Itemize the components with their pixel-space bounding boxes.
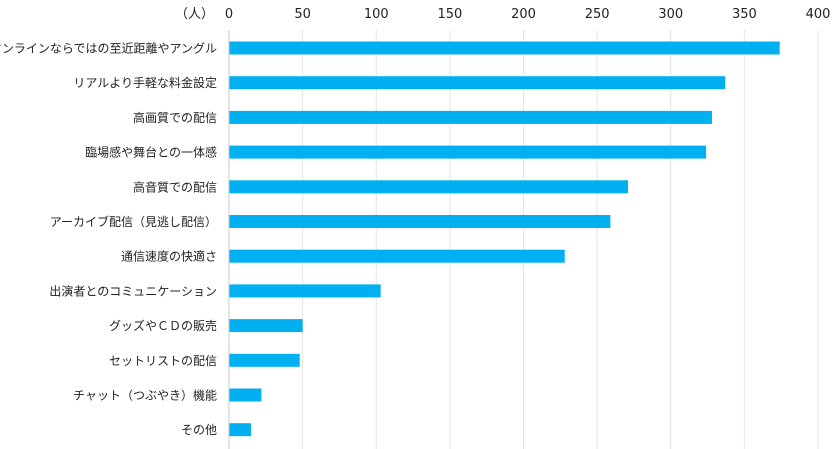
category-label: チャット（つぶやき）機能 [73, 388, 217, 403]
category-label: リアルより手軽な料金設定 [73, 75, 217, 90]
bar [229, 353, 300, 367]
x-tick-label: 50 [294, 7, 311, 22]
bar [229, 145, 707, 159]
category-label: 通信速度の快適さ [121, 249, 217, 264]
bar [229, 180, 629, 194]
bar [229, 76, 726, 90]
bar [229, 284, 381, 298]
x-tick-label: 300 [658, 7, 683, 22]
bar [229, 215, 611, 228]
bar [229, 319, 303, 333]
category-labels: オンラインならではの至近距離やアングルリアルより手軽な料金設定高画質での配信臨場… [0, 42, 217, 438]
bar-layer [229, 41, 780, 437]
x-tick-label: 350 [732, 7, 757, 22]
bar [229, 110, 712, 124]
x-tick-label: 150 [437, 7, 462, 22]
x-tick-label: 250 [585, 7, 610, 22]
x-axis-ticks: 0 50 100 150 200 250 300 350 400 [225, 7, 831, 22]
x-tick-label: 200 [511, 7, 536, 22]
category-label: 高音質での配信 [133, 179, 217, 194]
bar [229, 388, 262, 402]
grid-layer [228, 30, 819, 449]
bar [229, 249, 565, 263]
x-tick-label: 100 [364, 7, 389, 22]
bar [229, 41, 780, 55]
category-label: アーカイブ配信（見逃し配信） [50, 214, 217, 229]
category-label: 高画質での配信 [133, 110, 217, 125]
category-label: セットリストの配信 [109, 354, 217, 368]
category-label: 出演者とのコミュニケーション [49, 283, 217, 298]
x-tick-label: 0 [225, 7, 233, 22]
category-label: その他 [181, 423, 217, 437]
category-label: グッズやＣＤの販売 [109, 318, 217, 333]
category-label: オンラインならではの至近距離やアングル [0, 42, 217, 56]
bar [229, 423, 252, 437]
category-label: 臨場感や舞台との一体感 [85, 145, 217, 160]
unit-label: （人） [175, 7, 214, 22]
x-tick-label: 400 [806, 7, 831, 22]
